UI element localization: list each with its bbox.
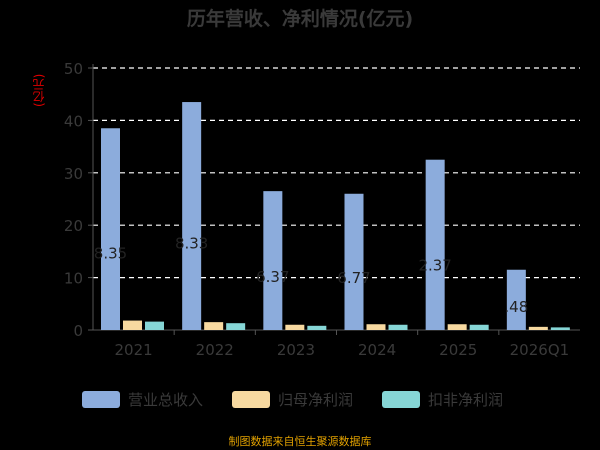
bar-1-2024 [344, 193, 364, 330]
y-tick-label: 0 [73, 322, 83, 340]
legend-swatch [232, 391, 270, 408]
data-label: 8.33 [175, 234, 208, 252]
y-tick-label: 40 [64, 112, 83, 130]
x-tick-label: 2021 [114, 341, 152, 359]
bar-2-2022 [204, 322, 224, 330]
y-tick-label: 20 [64, 217, 83, 235]
x-tick-label: 2024 [358, 341, 396, 359]
legend-swatch [382, 391, 420, 408]
source-note: 制图数据来自恒生聚源数据库 [228, 435, 372, 448]
bar-3-2025 [469, 324, 489, 330]
y-tick-label: 30 [64, 165, 83, 183]
x-tick-label: 2026Q1 [510, 341, 570, 359]
legend-swatch [82, 391, 120, 408]
bar-3-2026Q1 [550, 327, 570, 330]
bar-2-2021 [123, 320, 142, 330]
bar-1-2025 [425, 159, 445, 330]
y-tick-label: 50 [64, 60, 83, 78]
bar-3-2024 [388, 324, 408, 330]
bar-2-2024 [366, 324, 386, 330]
data-label: 6.77 [337, 269, 370, 287]
data-label: 2.37 [418, 256, 451, 274]
bar-2-2025 [447, 324, 467, 330]
x-tick-label: 2022 [196, 341, 234, 359]
x-tick-label: 2023 [277, 341, 315, 359]
data-label: .48 [504, 298, 528, 316]
chart-legend: 营业总收入 归母净利润 扣非净利润 [0, 388, 600, 412]
bar-3-2021 [145, 321, 164, 330]
bar-1-2026Q1 [506, 269, 526, 330]
bar-1-2022 [182, 102, 202, 330]
bar-3-2022 [226, 323, 246, 330]
bar-1-2023 [263, 191, 283, 330]
legend-label: 扣非净利润 [428, 391, 504, 409]
bar-1-2021 [101, 128, 120, 330]
legend-label: 营业总收入 [128, 391, 204, 409]
bar-2-2023 [285, 324, 305, 330]
bar-3-2023 [307, 325, 327, 330]
data-label: 8.35 [94, 244, 127, 262]
legend-label: 归母净利润 [278, 391, 354, 409]
x-tick-label: 2025 [439, 341, 477, 359]
data-label: 6.37 [256, 268, 289, 286]
y-tick-label: 10 [64, 270, 83, 288]
chart-title: 历年营收、净利情况(亿元) [186, 8, 414, 30]
bar-2-2026Q1 [528, 326, 548, 330]
